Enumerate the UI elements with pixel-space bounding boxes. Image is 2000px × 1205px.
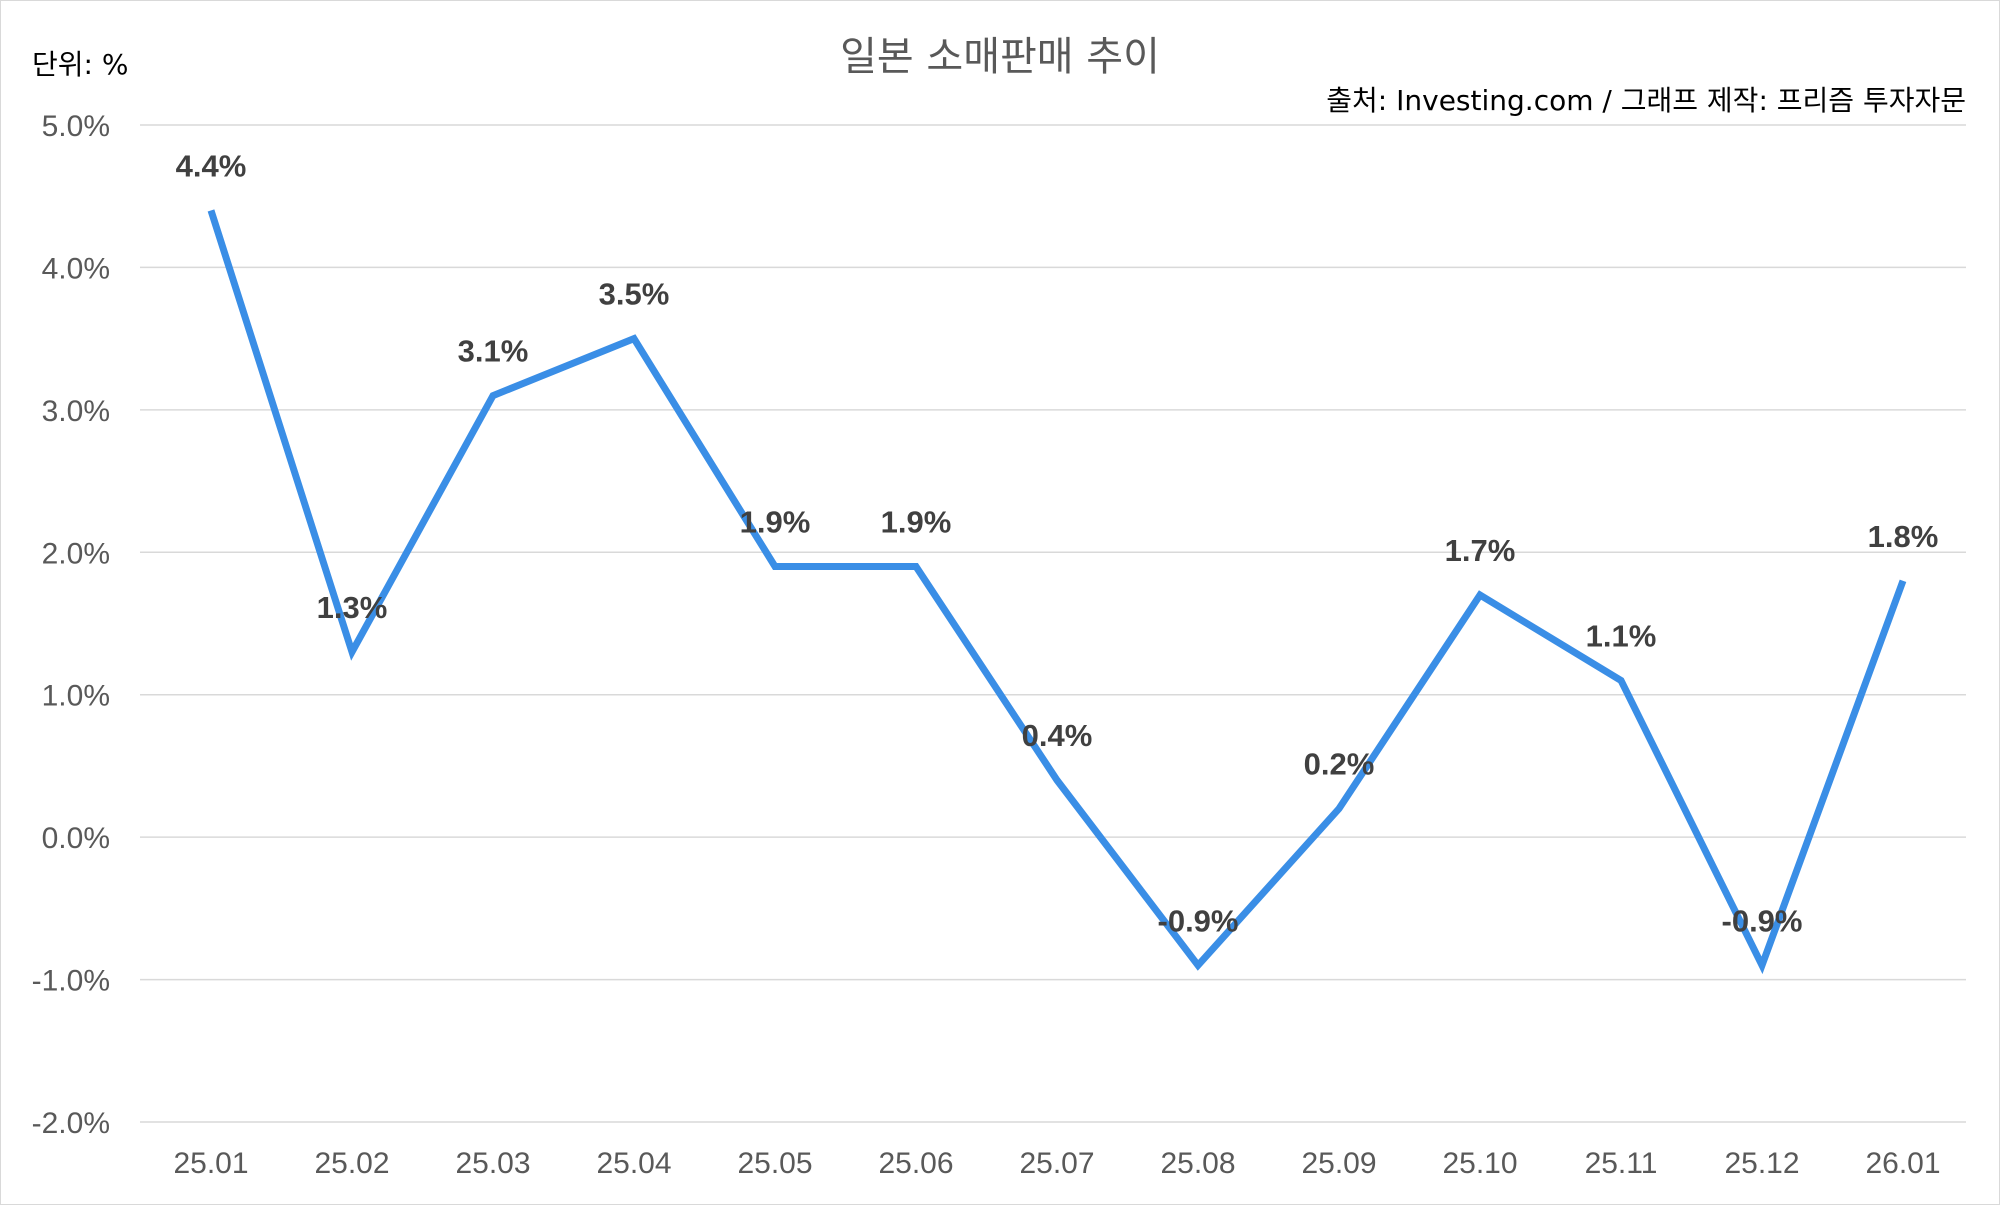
y-tick-label: 0.0% [42,822,110,855]
data-label: 1.7% [1445,533,1516,568]
x-tick-label: 25.06 [878,1147,953,1180]
data-label: 1.8% [1868,519,1939,554]
data-label: 3.5% [599,277,670,312]
y-tick-label: 2.0% [42,537,110,570]
data-label: 1.9% [881,505,952,540]
x-tick-label: 25.10 [1442,1147,1517,1180]
x-tick-label: 25.07 [1019,1147,1094,1180]
x-tick-label: 25.08 [1160,1147,1235,1180]
gridlines [140,124,1966,1123]
x-tick-label: 25.12 [1724,1147,1799,1180]
data-label: 4.4% [176,148,247,183]
x-tick-label: 26.01 [1865,1147,1940,1180]
data-label: 1.3% [317,590,388,625]
x-axis-tick-labels: 25.01 25.02 25.03 25.04 25.05 25.06 25.07 25.08… [173,1147,1940,1180]
source-label: 출처: Investing.com / 그래프 제작: 프리즘 투자자문 [1326,84,1966,117]
y-axis-tick-labels: 5.0% 4.0% 3.0% 2.0% 1.0% 0.0% -1.0% -2.0% [32,110,110,1140]
data-label: 0.4% [1022,718,1093,753]
x-tick-label: 25.05 [737,1147,812,1180]
x-tick-label: 25.09 [1301,1147,1376,1180]
data-label: 3.1% [458,334,529,369]
y-tick-label: -1.0% [32,965,110,998]
y-tick-label: -2.0% [32,1107,110,1140]
x-tick-label: 25.11 [1585,1147,1658,1180]
y-tick-label: 3.0% [42,395,110,428]
x-tick-label: 25.02 [314,1147,389,1180]
data-label: 0.2% [1304,747,1375,782]
series-lines [207,209,1907,975]
y-tick-label: 4.0% [42,252,110,285]
y-tick-label: 1.0% [42,680,110,713]
x-tick-label: 25.04 [596,1147,671,1180]
x-tick-label: 25.01 [173,1147,248,1180]
unit-label: 단위: % [32,48,128,81]
chart-title: 일본 소매판매 추이 [840,34,1160,80]
data-label: -0.9% [1722,903,1803,938]
data-label: 1.1% [1586,618,1657,653]
data-labels: 4.4% 1.3% 3.1% 3.5% 1.9% 1.9% 0.4% -0.9% 0.2% 1.7… [176,148,1939,938]
series-line [207,209,1907,975]
y-tick-label: 5.0% [42,110,110,143]
data-label: -0.9% [1158,903,1239,938]
data-label: 1.9% [740,505,811,540]
x-tick-label: 25.03 [455,1147,530,1180]
